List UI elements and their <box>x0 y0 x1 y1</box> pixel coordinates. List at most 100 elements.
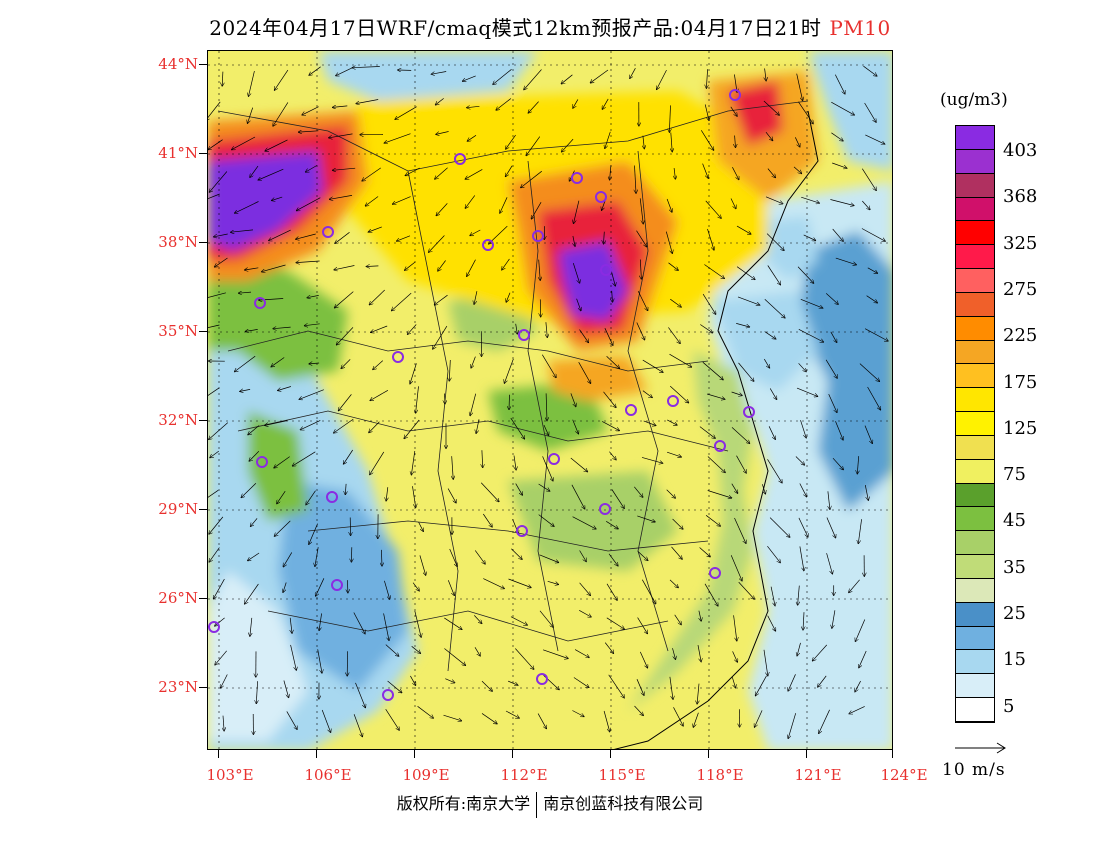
wind-arrow <box>496 98 512 111</box>
city-marker[interactable] <box>482 239 494 251</box>
city-marker[interactable] <box>536 673 548 685</box>
wind-arrow <box>636 679 644 695</box>
city-marker[interactable] <box>454 153 466 165</box>
wind-arrow <box>705 515 720 526</box>
legend-color-box <box>956 197 994 222</box>
city-marker[interactable] <box>382 689 394 701</box>
wind-arrow <box>250 165 259 177</box>
wind-arrow <box>570 393 576 406</box>
wind-arrow <box>510 616 527 625</box>
province-borders <box>217 100 809 672</box>
wind-arrow <box>736 266 755 280</box>
city-marker[interactable] <box>599 503 611 515</box>
city-marker[interactable] <box>595 191 607 203</box>
lon-label: 106°E <box>304 766 352 784</box>
wind-arrow <box>734 74 737 92</box>
wind-arrow <box>700 324 712 333</box>
wind-arrow <box>321 709 330 732</box>
city-marker[interactable] <box>208 621 220 633</box>
wind-arrow <box>208 324 220 328</box>
city-marker[interactable] <box>548 453 560 465</box>
wind-arrow <box>639 651 647 668</box>
wind-arrow <box>411 646 421 653</box>
city-marker[interactable] <box>743 406 755 418</box>
wind-arrow <box>609 451 616 460</box>
copyright-footer: 版权所有:南京大学 南京创蓝科技有限公司 <box>0 790 1100 818</box>
wind-arrow <box>731 391 743 396</box>
lat-label: 35°N <box>158 322 198 340</box>
wind-arrow <box>767 545 780 563</box>
lat-label: 32°N <box>158 411 198 429</box>
wind-arrow <box>574 200 580 224</box>
wind-arrow <box>674 168 675 179</box>
coastline <box>613 110 819 749</box>
city-marker[interactable] <box>392 351 404 363</box>
city-marker[interactable] <box>729 89 741 101</box>
wind-arrow <box>307 295 319 297</box>
city-marker[interactable] <box>714 440 726 452</box>
city-marker[interactable] <box>254 297 266 309</box>
wind-arrow <box>353 714 362 736</box>
wind-arrow <box>434 294 448 305</box>
wind-arrow <box>547 580 559 584</box>
wind-arrow <box>859 650 867 668</box>
wind-arrow <box>572 419 579 434</box>
city-marker[interactable] <box>331 579 343 591</box>
ne-red <box>728 81 783 146</box>
city-marker[interactable] <box>326 491 338 503</box>
wind-arrow <box>832 228 844 241</box>
wind-arrow <box>223 715 224 731</box>
wind-arrow <box>381 549 382 566</box>
wind-arrow <box>793 166 802 174</box>
city-marker[interactable] <box>532 230 544 242</box>
ne-blue-top <box>808 51 892 171</box>
city-marker[interactable] <box>571 172 583 184</box>
wind-arrow <box>505 710 519 718</box>
lat-label: 41°N <box>158 144 198 162</box>
city-marker[interactable] <box>256 456 268 468</box>
legend-label: 403 <box>1003 140 1038 161</box>
wind-arrow <box>387 680 402 693</box>
city-marker[interactable] <box>667 395 679 407</box>
wind-arrow <box>643 135 644 149</box>
wind-arrow <box>634 705 644 715</box>
wind-arrow <box>611 489 624 509</box>
lat-label: 38°N <box>158 233 198 251</box>
wind-arrow <box>830 331 837 343</box>
legend-label: 175 <box>1003 371 1038 393</box>
wind-arrow <box>383 613 389 640</box>
wind-arrow <box>412 582 419 591</box>
wind-arrow <box>803 234 816 241</box>
wind-arrow <box>249 71 255 96</box>
city-marker[interactable] <box>516 525 528 537</box>
wind-arrow <box>214 233 228 237</box>
wind-arrow <box>579 329 589 343</box>
wind-arrow <box>704 104 709 120</box>
city-marker[interactable] <box>625 404 637 416</box>
wind-arrow <box>265 139 288 151</box>
wind-arrow <box>283 680 289 698</box>
wind-arrow <box>283 582 287 593</box>
wind-arrow <box>335 291 354 308</box>
legend-label: 5 <box>1003 695 1015 717</box>
wind-arrow <box>730 106 737 116</box>
wind-arrow <box>693 712 699 727</box>
wind-arrow <box>444 648 465 666</box>
wind-arrow <box>767 265 781 285</box>
wind-arrow <box>755 710 763 727</box>
wind-arrow <box>339 394 352 410</box>
city-marker[interactable] <box>322 226 334 238</box>
wind-arrow <box>371 325 388 332</box>
wind-arrow <box>366 266 379 267</box>
wind-arrow <box>502 258 510 270</box>
wind-arrow <box>362 167 381 181</box>
wind-arrow <box>301 420 321 429</box>
city-marker[interactable] <box>600 264 612 276</box>
wind-arrow <box>405 167 420 175</box>
wind-arrow <box>610 165 611 179</box>
city-marker[interactable] <box>518 329 530 341</box>
wind-arrow <box>590 69 609 83</box>
city-marker[interactable] <box>709 567 721 579</box>
wind-arrow <box>767 615 776 631</box>
wind-arrow <box>258 168 284 180</box>
